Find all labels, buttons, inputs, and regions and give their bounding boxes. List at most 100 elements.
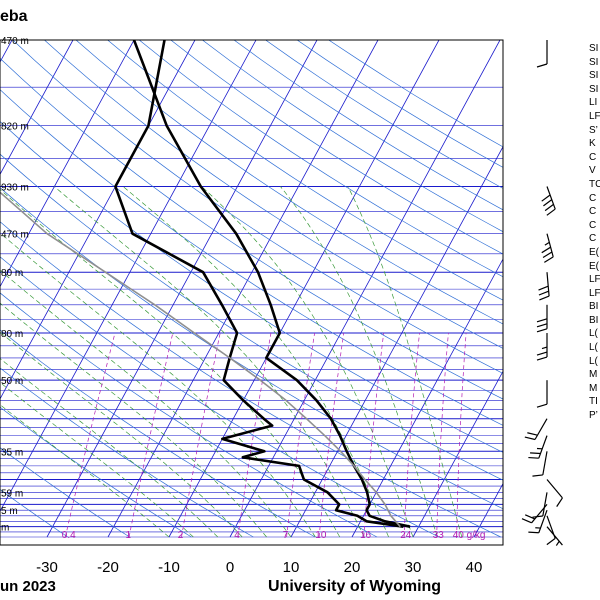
indices-list: SI SI SI SI LI LF S’ K C V TC C C C C E(E(LF LF BI BI L(L(L… [589,42,600,423]
index-label: LI [589,97,598,109]
mixing-ratio-line [318,332,345,538]
date-label: un 2023 [0,578,56,595]
mixing-ratio-line [456,332,467,538]
index-label: L( [589,342,598,354]
wind-barb [528,510,548,534]
mixing-ratio-label: 4 [234,530,240,541]
index-label: SI [589,83,599,95]
wind-barb-flag [524,436,536,441]
wind-barb-flag [532,474,543,477]
wind-barb [536,40,548,68]
dry-adiabat [0,367,254,538]
x-tick-label: 20 [343,559,361,576]
index-label: S’ [589,124,598,136]
mixing-ratio-line [237,332,272,538]
isotherm-line [290,145,503,538]
x-tick-label: -10 [158,559,180,576]
wind-barb-shaft [538,510,548,533]
index-label: TC [589,178,600,190]
height-label: 59 m [1,488,23,499]
dry-adiabat [0,488,68,538]
mixing-ratio-label: 24 [400,530,412,541]
height-label: 80 m [1,329,23,340]
moist-adiabat [0,302,267,538]
height-label: 470 m [1,36,29,47]
moist-adiabat [201,186,414,538]
index-label: SI [589,56,599,68]
wind-barb [546,479,563,507]
wind-barb-shaft [542,492,548,517]
dry-adiabat [12,40,503,374]
isotherm-line [473,482,503,538]
mixing-ratio-line [286,332,315,538]
wind-barb-flag [536,328,548,333]
wind-barb [524,418,548,441]
index-label: SI [589,43,599,54]
dewpoint-profile [114,40,404,528]
dry-adiabat [170,40,503,255]
wind-barb [546,515,556,546]
height-label: m [1,523,9,534]
index-label: E( [589,246,599,258]
dry-adiabat [107,40,503,301]
mixing-ratio-label: 40 g/kg [453,530,486,541]
isotherm-line [229,40,501,538]
mixing-ratio-line [128,332,174,538]
x-tick-label: -20 [97,559,119,576]
wind-barb-flag [536,318,548,323]
index-label: LF [589,274,600,286]
index-label: LF [589,110,600,122]
mixing-ratio-line [436,332,449,538]
wind-barb-flag [541,194,551,202]
wind-barb-flag [536,351,548,356]
dry-adiabat [0,57,503,400]
wind-barb-shaft [534,418,548,440]
dry-adiabat [44,40,503,349]
wind-barb [541,233,554,263]
temperature-profile [132,40,411,528]
moist-adiabat [0,404,170,538]
dry-adiabat [0,292,378,538]
moist-adiabat [0,382,194,538]
moist-adiabat [0,232,316,538]
height-label: 820 m [1,122,29,133]
wind-barb-shaft [542,451,548,476]
dry-adiabat [202,40,503,233]
mixing-ratio-label: 33 [433,530,445,541]
wind-barb-flag [536,63,548,68]
credit-label: University of Wyoming [268,578,442,595]
index-label: LF [589,287,600,299]
mixing-ratio-label: 0.4 [62,530,76,541]
wind-barb [536,333,548,361]
wind-barb-half-flag [544,241,550,246]
wind-barb-flag [538,290,549,296]
mixing-ratio-label: 7 [283,530,289,541]
wind-barb-flag [542,251,553,259]
index-label: M [589,382,598,394]
wind-barb [538,272,550,301]
mixing-ratio-line [403,332,420,538]
wind-barb-flag [527,432,538,436]
wind-barb-flag [521,518,532,524]
isotherm-line [0,40,74,176]
wind-barb-flag [538,285,549,291]
moist-adiabat [0,331,243,538]
mixing-ratio-label: 16 [360,530,372,541]
dry-adiabat [0,89,503,426]
mixing-ratio-labels: 0.4 1 2 4 7 10 16 24 33 40 g/kg [62,530,486,541]
wind-barb-shaft [546,272,550,297]
height-label: 930 m [1,183,29,194]
isotherm-line [351,258,503,538]
wind-barb-flag [528,456,539,459]
x-tick-label: -30 [36,559,58,576]
index-label: E( [589,260,599,272]
background-grid [0,40,503,538]
isotherm-line [0,40,13,63]
mixing-ratio-label: 1 [126,530,132,541]
dry-adiabat [0,221,501,538]
moist-adiabat [0,358,219,538]
height-label: 80 m [1,268,23,279]
wind-barb [536,304,548,333]
wind-barb-shaft [546,186,556,210]
height-label: 470 m [1,230,29,241]
